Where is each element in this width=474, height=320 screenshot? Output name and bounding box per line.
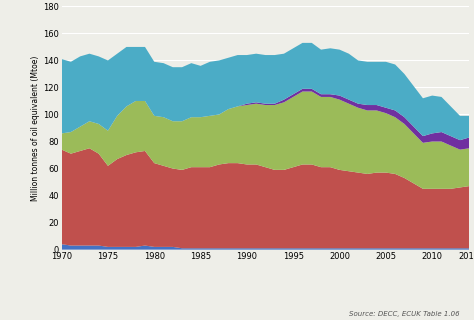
Y-axis label: Million tonnes of oil equivalent (Mtoe): Million tonnes of oil equivalent (Mtoe) — [31, 55, 40, 201]
Text: Source: DECC, ECUK Table 1.06: Source: DECC, ECUK Table 1.06 — [349, 311, 460, 317]
